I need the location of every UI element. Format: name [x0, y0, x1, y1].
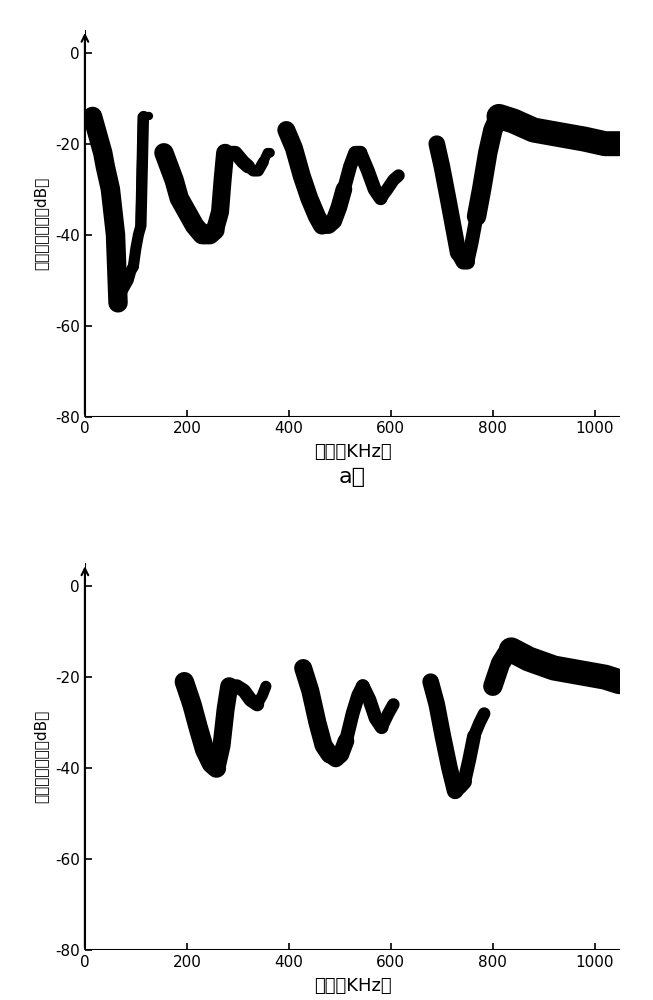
Y-axis label: 传递函数幅値（dB）: 传递函数幅値（dB）	[33, 177, 48, 270]
Y-axis label: 传递函数幅値（dB）: 传递函数幅値（dB）	[33, 710, 48, 803]
Text: a）: a）	[339, 467, 366, 487]
X-axis label: 频率（KHz）: 频率（KHz）	[314, 977, 391, 995]
X-axis label: 频率（KHz）: 频率（KHz）	[314, 443, 391, 461]
